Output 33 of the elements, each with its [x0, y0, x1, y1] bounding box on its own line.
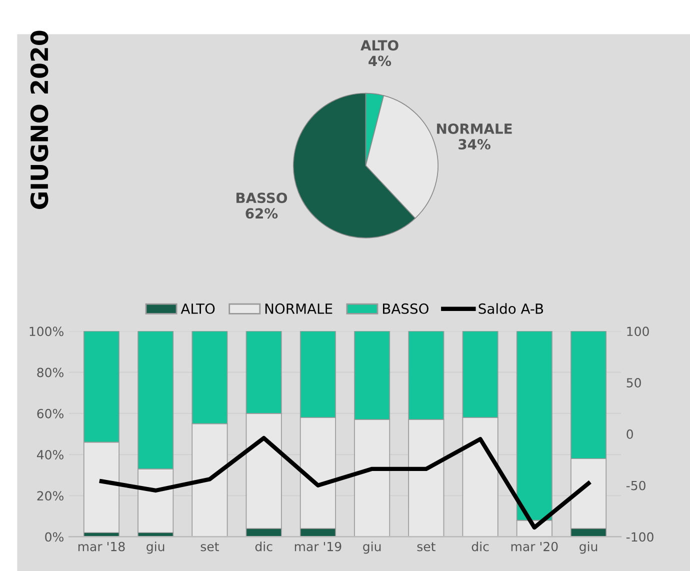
x-tick-label: mar '20	[511, 542, 558, 552]
x-tick-label: giu	[580, 542, 598, 554]
y-tick-label: 0%	[45, 532, 64, 542]
y-tick-label: 100%	[30, 326, 64, 336]
x-tick-label: mar '18	[78, 542, 125, 552]
x-tick-label: giu	[363, 542, 381, 554]
legend-label: NORMALE	[265, 303, 332, 314]
text: GIUGNO 2020	[30, 30, 48, 209]
y-tick-label: 80%	[37, 368, 64, 378]
y2-tick-label: -50	[626, 480, 646, 490]
legend-label: BASSO	[383, 303, 428, 314]
slice-label: BASSO	[236, 192, 288, 204]
x-tick-label: dic	[255, 542, 272, 552]
legend-label: Saldo A-B	[478, 303, 544, 314]
y2-tick-label: 0	[626, 429, 633, 439]
x-tick-label: mar '19	[294, 542, 342, 552]
legend-label: ALTO	[180, 303, 215, 314]
x-tick-label: set	[417, 542, 436, 552]
x-tick-label: giu	[146, 542, 164, 554]
slice-label: ALTO	[360, 40, 398, 51]
x-tick-label: set	[200, 542, 219, 552]
y-tick-label: 20%	[37, 491, 64, 501]
x-tick-label: dic	[472, 542, 489, 552]
y2-tick-label: -100	[626, 532, 654, 542]
y-tick-label: 40%	[36, 450, 64, 460]
line-series	[99, 436, 591, 530]
data-label: 4%	[368, 56, 392, 66]
y-tick-label: 60%	[37, 408, 64, 418]
y2-tick-label: 100	[627, 326, 649, 336]
data-label: 34%	[458, 139, 490, 150]
slice-label: NORMALE	[437, 123, 512, 134]
y2-tick-label: 50	[626, 378, 641, 388]
data-label: 62%	[246, 208, 278, 219]
